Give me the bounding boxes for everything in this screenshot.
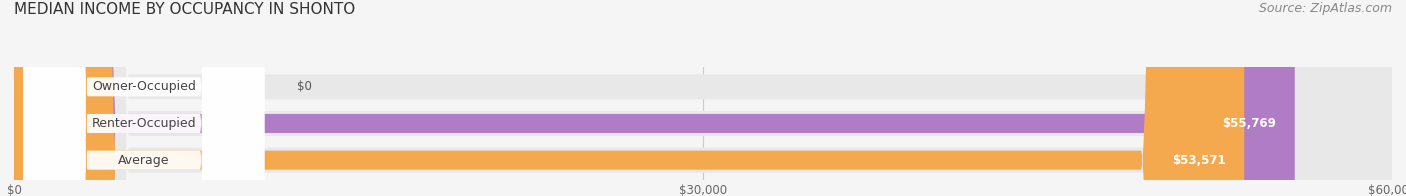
FancyBboxPatch shape: [14, 0, 1392, 196]
FancyBboxPatch shape: [24, 0, 264, 196]
Text: MEDIAN INCOME BY OCCUPANCY IN SHONTO: MEDIAN INCOME BY OCCUPANCY IN SHONTO: [14, 2, 356, 17]
FancyBboxPatch shape: [14, 0, 1392, 196]
FancyBboxPatch shape: [14, 0, 1392, 196]
FancyBboxPatch shape: [14, 0, 1244, 196]
Text: Renter-Occupied: Renter-Occupied: [91, 117, 195, 130]
Text: $0: $0: [297, 80, 311, 93]
FancyBboxPatch shape: [14, 0, 1295, 196]
Text: $53,571: $53,571: [1173, 154, 1226, 167]
FancyBboxPatch shape: [14, 0, 79, 196]
FancyBboxPatch shape: [24, 0, 264, 196]
FancyBboxPatch shape: [24, 0, 264, 196]
Text: Source: ZipAtlas.com: Source: ZipAtlas.com: [1258, 2, 1392, 15]
Text: Owner-Occupied: Owner-Occupied: [91, 80, 195, 93]
Text: $55,769: $55,769: [1223, 117, 1277, 130]
Text: Average: Average: [118, 154, 170, 167]
